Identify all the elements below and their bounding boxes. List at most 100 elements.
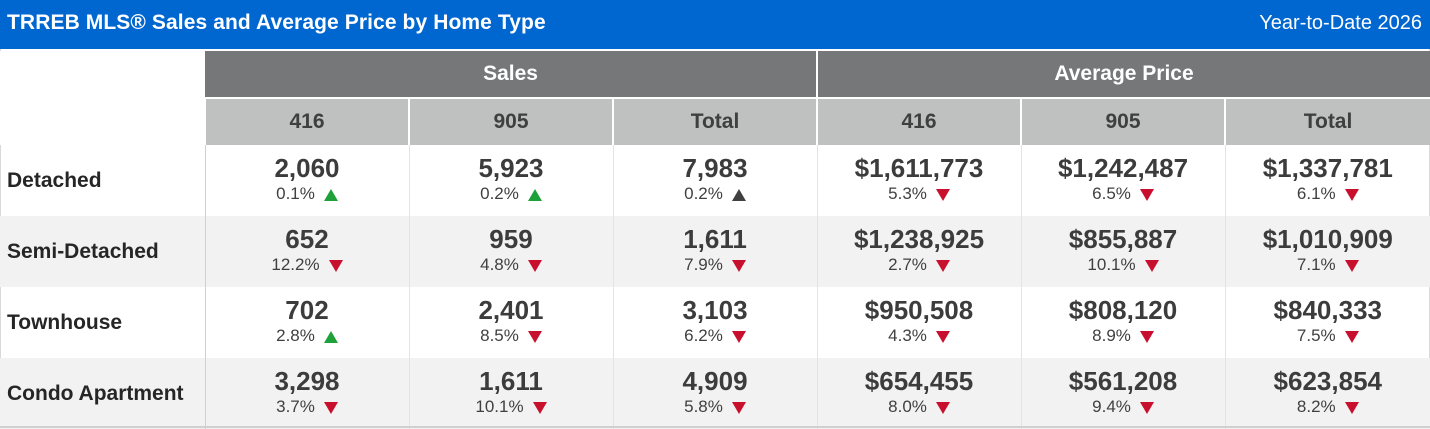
table-cell: $1,611,773 5.3% — [816, 145, 1022, 216]
cell-change: 8.5% — [410, 326, 613, 346]
cell-change: 2.7% — [818, 255, 1021, 275]
cell-change: 4.8% — [410, 255, 613, 275]
cell-value: 652 — [285, 224, 329, 254]
change-percent: 9.4% — [1092, 397, 1131, 416]
triangle-down-icon — [1144, 259, 1159, 272]
cell-change: 8.9% — [1022, 326, 1225, 346]
row-label: Townhouse — [0, 287, 206, 358]
triangle-down-icon — [731, 401, 746, 414]
table-cell: $855,887 10.1% — [1020, 216, 1226, 287]
cell-change: 7.9% — [614, 255, 817, 275]
title-banner: TRREB MLS® Sales and Average Price by Ho… — [0, 0, 1430, 49]
table-cell: 1,611 10.1% — [408, 358, 613, 429]
table-row: Detached 2,060 0.1% 5,923 0.2% 7,983 0.2% $1,61… — [0, 145, 1430, 216]
change-percent: 8.2% — [1296, 397, 1336, 416]
cell-value: $654,455 — [864, 366, 974, 396]
change-percent: 7.1% — [1296, 255, 1336, 274]
cell-value: 702 — [285, 295, 329, 325]
group-header-sales: Sales — [205, 51, 818, 98]
row-label: Semi-Detached — [0, 216, 206, 287]
cell-value: 5,923 — [478, 153, 544, 183]
cell-change: 8.2% — [1226, 397, 1430, 417]
table-row: Townhouse 702 2.8% 2,401 8.5% 3,103 6.2% $950,5… — [0, 287, 1430, 358]
change-percent: 10.1% — [475, 397, 524, 416]
table-cell: $840,333 7.5% — [1224, 287, 1430, 358]
cell-change: 12.2% — [206, 255, 409, 275]
change-percent: 6.5% — [1092, 184, 1131, 203]
cell-change: 7.5% — [1226, 326, 1430, 346]
triangle-down-icon — [935, 330, 950, 343]
change-percent: 6.1% — [1296, 184, 1336, 203]
cell-value: $950,508 — [864, 295, 974, 325]
cell-value: $1,611,773 — [854, 153, 984, 183]
cell-change: 5.3% — [818, 184, 1021, 204]
cell-value: $855,887 — [1068, 224, 1178, 254]
triangle-down-icon — [1139, 188, 1154, 201]
triangle-down-icon — [1344, 188, 1359, 201]
table-cell: 3,298 3.7% — [204, 358, 409, 429]
change-percent: 7.9% — [684, 255, 723, 274]
cell-value: $1,337,781 — [1262, 153, 1393, 183]
corner-cell — [0, 98, 205, 145]
table-cell: 1,611 7.9% — [612, 216, 818, 287]
triangle-down-icon — [328, 259, 343, 272]
table-cell: $1,242,487 6.5% — [1020, 145, 1226, 216]
row-label: Condo Apartment — [0, 358, 206, 429]
cell-change: 10.1% — [1022, 255, 1225, 275]
period-label: Year-to-Date 2026 — [1259, 12, 1422, 34]
table-cell: 652 12.2% — [204, 216, 409, 287]
triangle-down-icon — [1344, 259, 1359, 272]
bottom-rule — [0, 426, 1430, 428]
cell-value: $840,333 — [1273, 295, 1382, 325]
cell-change: 0.2% — [410, 184, 613, 204]
cell-change: 0.2% — [614, 184, 817, 204]
cell-value: $1,238,925 — [853, 224, 985, 254]
table-cell: $950,508 4.3% — [816, 287, 1022, 358]
table-cell: 959 4.8% — [408, 216, 613, 287]
corner-cell — [0, 51, 205, 98]
row-label: Detached — [0, 145, 206, 216]
change-percent: 3.7% — [276, 397, 315, 416]
triangle-down-icon — [323, 401, 338, 414]
cell-change: 3.7% — [206, 397, 409, 417]
table-cell: 3,103 6.2% — [612, 287, 818, 358]
change-percent: 8.0% — [888, 397, 927, 416]
column-header: 416 — [816, 97, 1022, 145]
triangle-down-icon — [527, 259, 542, 272]
column-header: Total — [1224, 97, 1430, 145]
triangle-down-icon — [1139, 401, 1154, 414]
change-percent: 2.8% — [276, 326, 315, 345]
cell-change: 2.8% — [206, 326, 409, 346]
triangle-up-icon — [731, 188, 746, 201]
cell-change: 6.5% — [1022, 184, 1225, 204]
cell-value: 959 — [489, 224, 533, 254]
cell-value: 4,909 — [682, 366, 748, 396]
triangle-up-icon — [527, 188, 542, 201]
cell-value: 2,060 — [274, 153, 340, 183]
change-percent: 5.3% — [888, 184, 927, 203]
table-row: Condo Apartment 3,298 3.7% 1,611 10.1% 4,909 5… — [0, 358, 1430, 429]
cell-change: 4.3% — [818, 326, 1021, 346]
column-header: 416 — [204, 97, 409, 145]
triangle-down-icon — [1344, 401, 1359, 414]
table-body: Detached 2,060 0.1% 5,923 0.2% 7,983 0.2% $1,61… — [0, 145, 1430, 429]
cell-value: $808,120 — [1068, 295, 1178, 325]
column-header: 905 — [1020, 97, 1226, 145]
change-percent: 4.3% — [888, 326, 927, 345]
triangle-down-icon — [532, 401, 547, 414]
triangle-up-icon — [323, 330, 338, 343]
triangle-down-icon — [935, 188, 950, 201]
cell-value: $561,208 — [1068, 366, 1178, 396]
change-percent: 6.2% — [684, 326, 723, 345]
cell-change: 6.2% — [614, 326, 817, 346]
cell-value: $1,010,909 — [1262, 224, 1393, 254]
table-cell: $654,455 8.0% — [816, 358, 1022, 429]
cell-change: 9.4% — [1022, 397, 1225, 417]
triangle-down-icon — [1139, 330, 1154, 343]
cell-change: 6.1% — [1226, 184, 1430, 204]
table-cell: 7,983 0.2% — [612, 145, 818, 216]
table-cell: 702 2.8% — [204, 287, 409, 358]
cell-change: 8.0% — [818, 397, 1021, 417]
cell-change: 10.1% — [410, 397, 613, 417]
cell-value: 7,983 — [682, 153, 748, 183]
